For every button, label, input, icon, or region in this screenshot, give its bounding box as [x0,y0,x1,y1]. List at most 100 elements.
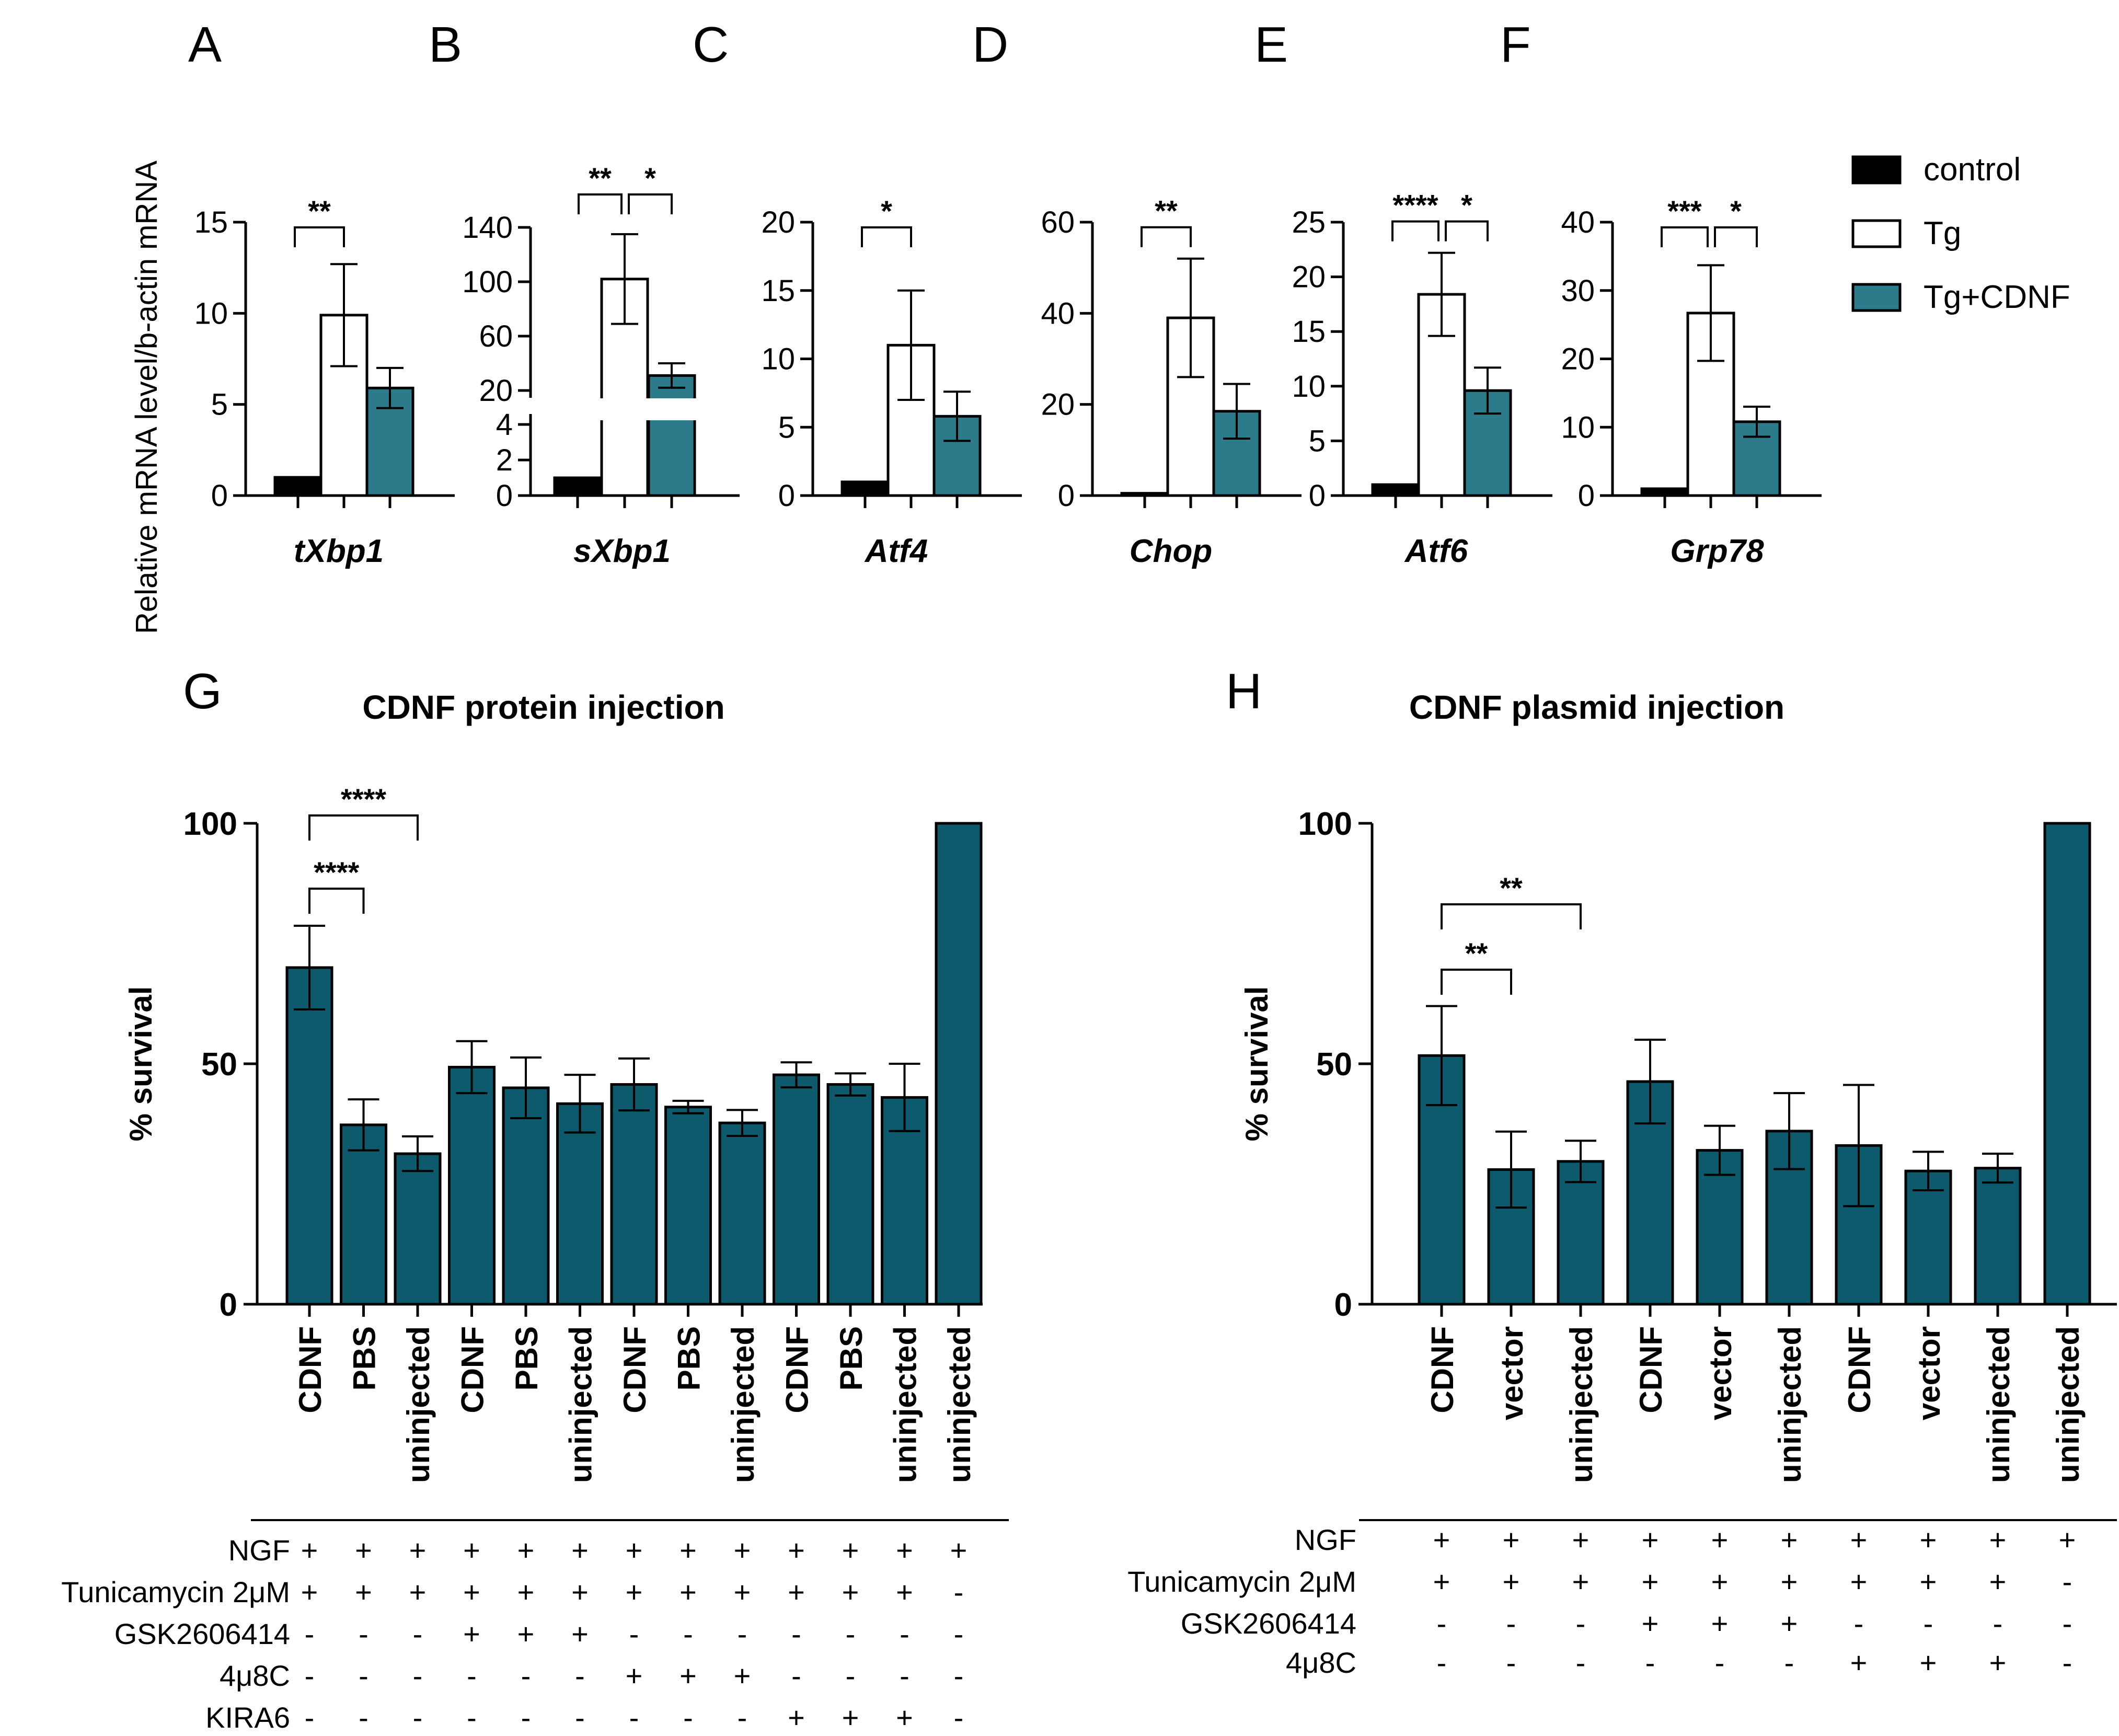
panel-a-ytick-label: 10 [194,296,228,330]
panel-g-bar-1 [340,1123,387,1306]
panel-d-ytick-label: 60 [1041,205,1075,239]
panel-h-condition-sign: - [2063,1607,2072,1640]
panel-h-label: H [1226,663,1262,719]
panel-g-condition-sign: - [467,1701,477,1734]
panel-h-condition-sign: + [1503,1565,1520,1598]
panel-e-label: E [1254,17,1288,73]
panel-h-condition-name: NGF [1295,1523,1356,1556]
panel-f-ytick-label: 30 [1561,274,1595,308]
panel-h-condition-sign: + [1781,1565,1798,1598]
panel-h-category-label: CDNF [1842,1326,1877,1413]
panel-c-bar-control [840,480,890,497]
panel-e-ytick-label: 10 [1292,370,1326,404]
panel-b-ytick-label: 140 [462,211,513,245]
panel-c-ytick-label: 5 [778,410,795,444]
panel-g-condition-sign: - [359,1701,368,1734]
panel-g-condition-sign: + [788,1576,805,1608]
panel-h-condition-sign: + [1642,1523,1659,1556]
panel-g-category-label: PBS [509,1326,544,1390]
panel-g-label: G [183,663,222,719]
panel-g-sig-1-sig-label: **** [341,783,386,815]
panel-g-condition-sign: - [629,1701,639,1734]
panel-g-condition-sign: - [954,1617,964,1650]
panel-g-category-label: uninjected [942,1326,977,1483]
panel-e-ytick-label: 20 [1292,260,1326,294]
panel-g-bar-4 [502,1086,550,1306]
panel-h-sig-0-bracket [1441,969,1512,995]
panel-g-bar-10 [826,1083,874,1306]
panel-h-condition-sign: - [1854,1607,1864,1640]
panel-c-ytick-label: 20 [761,205,795,239]
panel-g-category-label: CDNF [780,1326,815,1413]
panel-h-condition-sign: + [1433,1565,1450,1598]
panel-c-ytick-label: 15 [761,274,795,308]
panel-h-condition-sign: - [1784,1646,1794,1679]
panel-e-sig-0-bracket [1391,220,1439,242]
panel-g-condition-sign: + [896,1534,913,1567]
panel-b-ytick-label: 0 [496,479,513,513]
panel-g-condition-sign: + [842,1701,859,1734]
panel-g-condition-sign: - [521,1701,531,1734]
panel-e-sig-1-bracket [1445,220,1489,242]
panel-b-ytick-label: 20 [479,374,513,408]
panel-g-condition-sign: - [305,1701,315,1734]
panel-g-condition-sign: + [734,1534,751,1567]
panel-g-ytick-label: 0 [220,1287,237,1323]
panel-d-gene-label: Chop [1130,533,1212,569]
panel-h-condition-sign: + [1989,1523,2007,1556]
panel-g-condition-name: GSK2606414 [114,1617,290,1650]
panel-h-condition-sign: + [1711,1523,1729,1556]
panel-e-bar-control [1371,483,1420,497]
panel-h-condition-sign: + [2059,1523,2076,1556]
panel-h-category-label: uninjected [1564,1326,1599,1483]
panel-a-label: A [188,17,222,73]
panel-h-sig-0-sig-label: ** [1465,937,1488,970]
panel-g-condition-sign: - [954,1701,964,1734]
panel-f-ytick-label: 0 [1578,479,1595,513]
panel-d-label: D [972,17,1008,73]
panel-h-category-label: CDNF [1425,1326,1460,1413]
panel-g-condition-sign: - [575,1701,585,1734]
panel-g-bar-3 [448,1065,496,1306]
panel-f-sig-0-sig-label: *** [1667,194,1702,227]
panel-g-ytick-label: 100 [183,806,237,842]
panel-h-condition-sign: + [1850,1646,1868,1679]
panel-a-ytick-label: 15 [194,205,228,239]
panel-g-condition-sign: + [571,1617,589,1650]
legend-swatch-tg [1851,219,1902,248]
panel-g-condition-sign: + [788,1701,805,1734]
panel-g-condition-sign: - [900,1617,909,1650]
panel-h-bar-8 [1974,1167,2022,1306]
panel-f-bar-control [1640,487,1689,497]
panel-g-ylabel: % survival [123,986,158,1142]
panel-a-sig-0-sig-label: ** [308,194,331,227]
panel-c-ytick-label: 10 [761,342,795,376]
panel-h-condition-name: 4μ8C [1286,1646,1356,1679]
panel-g-condition-sign: + [463,1576,480,1608]
panel-g-condition-sign: + [950,1534,968,1567]
panel-g-condition-name: Tunicamycin 2μM [61,1576,290,1608]
panel-g-condition-sign: + [409,1576,427,1608]
panel-g-condition-sign: - [738,1617,747,1650]
panel-h-condition-sign: + [1433,1523,1450,1556]
panel-h-condition-sign: - [1576,1607,1586,1640]
panel-h-category-label: uninjected [1981,1326,2016,1483]
panel-g-condition-sign: - [359,1617,368,1650]
panel-h-ytick-label: 50 [1316,1047,1352,1083]
panel-g-condition-sign: - [413,1659,423,1692]
panel-g-condition-sign: + [896,1701,913,1734]
panel-e-sig-0-sig-label: **** [1392,189,1438,222]
panel-g-category-label: PBS [834,1326,869,1390]
panel-g-category-label: CDNF [455,1326,490,1413]
panel-g-bar-7 [664,1106,712,1306]
panel-g-condition-sign: - [683,1701,693,1734]
panel-g-condition-sign: + [571,1534,589,1567]
panel-e-gene-label: Atf6 [1404,533,1468,569]
panel-g-condition-sign: - [413,1701,423,1734]
panel-g-condition-sign: + [842,1576,859,1608]
legend-label-tg-cdnf: Tg+CDNF [1924,279,2070,315]
panel-h-category-label: vector [1703,1326,1738,1420]
panel-g-sig-1-bracket [308,814,419,841]
panel-g-condition-sign: + [355,1534,372,1567]
panel-a-gene-label: tXbp1 [294,533,384,569]
